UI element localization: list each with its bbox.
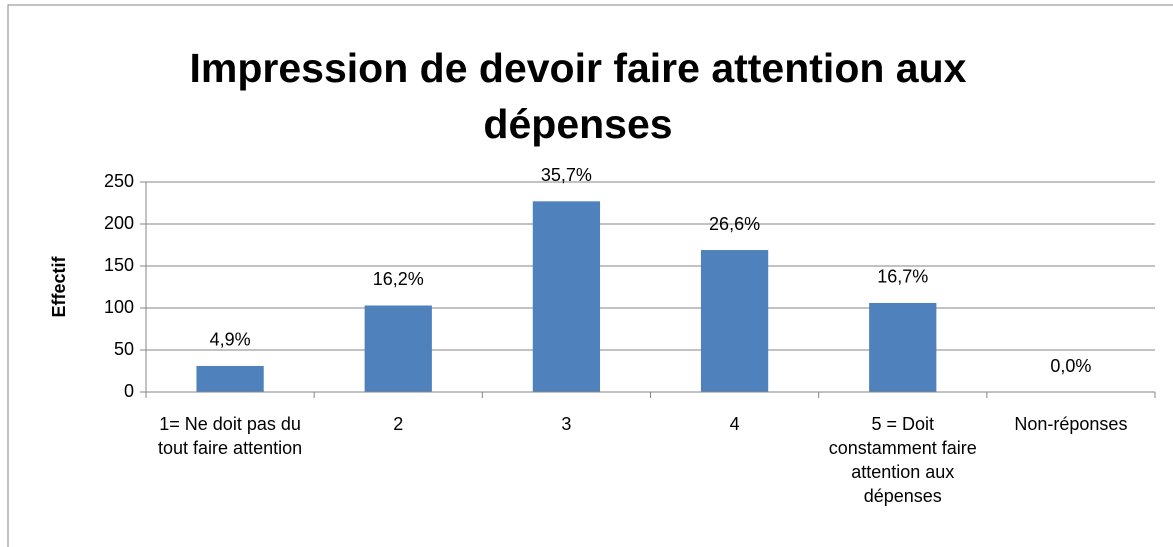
y-tick-label: 200 [104,213,134,233]
data-label: 26,6% [709,214,760,234]
bar [532,201,601,392]
chart-frame [7,4,1173,547]
data-label: 4,9% [210,330,251,350]
bar [364,305,432,392]
data-label: 0,0% [1050,356,1091,376]
x-tick-label: 1= Ne doit pas du tout faire attention [158,414,303,458]
x-tick-label: 4 [729,414,740,434]
bar [196,365,264,392]
data-label: 35,7% [541,165,592,185]
data-label: 16,7% [877,267,928,287]
bar [700,250,769,392]
y-tick-label: 50 [114,339,134,359]
x-tick-label: 5 = Doit constamment faire attention aux… [828,414,977,506]
chart-title: Impression de devoir faire attention aux… [189,45,967,147]
y-axis-label: Effectif [49,255,69,317]
y-tick-label: 150 [104,255,134,275]
x-tick-label: Non-réponses [1014,414,1128,434]
y-tick-label: 250 [104,171,134,191]
y-tick-label: 100 [104,297,134,317]
x-tick-label: 2 [393,414,404,434]
bar [869,302,937,392]
data-label: 16,2% [373,269,424,289]
y-tick-label: 0 [124,381,134,401]
x-tick-label: 3 [561,414,572,434]
